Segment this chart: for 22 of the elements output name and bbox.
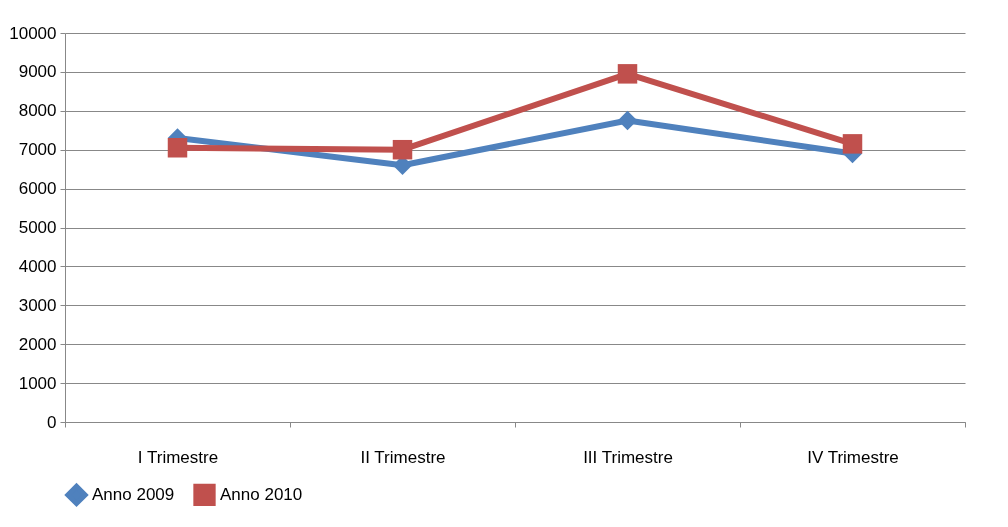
point (842, 134, 863, 154)
x-tick-label: II Trimestre (360, 447, 446, 467)
y-tick-label: 6000 (18, 179, 57, 199)
point (167, 138, 188, 158)
x-tick-label: IV Trimestre (807, 447, 899, 467)
x-tick-label: III Trimestre (583, 447, 673, 467)
y-tick-label: 7000 (18, 140, 57, 160)
y-tick-label: 9000 (18, 62, 57, 82)
y-tick-label: 0 (47, 412, 57, 432)
y-tick-label: 2000 (18, 334, 57, 354)
legend-label: Anno 2010 (220, 484, 303, 504)
y-tick-label: 10000 (9, 23, 57, 43)
point (392, 139, 413, 160)
legend-label: Anno 2009 (92, 484, 175, 504)
y-tick-label: 3000 (18, 295, 57, 315)
y-tick-label: 4000 (18, 256, 57, 276)
x-tick-label: I Trimestre (137, 447, 219, 467)
point (617, 64, 638, 84)
y-tick-label: 8000 (18, 101, 57, 121)
y-tick-label: 5000 (18, 218, 57, 237)
y-tick-label: 1000 (18, 373, 57, 393)
point (617, 110, 638, 131)
